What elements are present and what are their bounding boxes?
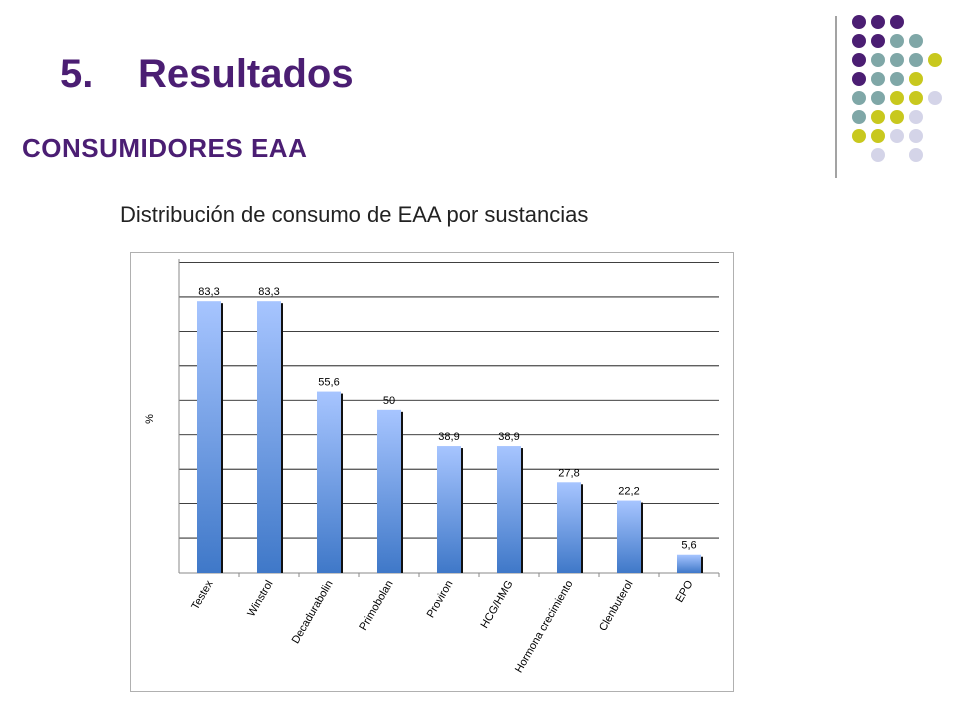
decorative-dot xyxy=(852,91,866,105)
decorative-dot xyxy=(890,91,904,105)
decorative-dot xyxy=(909,72,923,86)
decorative-dot xyxy=(909,110,923,124)
decorative-dot xyxy=(852,110,866,124)
decorative-dot xyxy=(890,72,904,86)
data-label: 55,6 xyxy=(318,377,339,389)
section-number: 5. xyxy=(60,52,94,96)
decorative-dot xyxy=(909,53,923,67)
decorative-dot xyxy=(928,91,942,105)
decorative-dot xyxy=(890,15,904,29)
x-tick-label: Proviron xyxy=(425,579,456,620)
data-label: 50 xyxy=(383,395,395,407)
x-tick-label: Decadurabolin xyxy=(290,579,336,646)
data-label: 83,3 xyxy=(258,286,279,298)
y-axis-label: % xyxy=(144,414,156,424)
data-label: 22,2 xyxy=(618,486,639,498)
decorative-dot xyxy=(871,110,885,124)
decorative-dot xyxy=(852,15,866,29)
x-tick-label: HCG/HMG xyxy=(479,579,516,631)
decorative-dot xyxy=(909,34,923,48)
x-tick-label: Primobolan xyxy=(357,579,395,633)
x-tick-label: Hormona crecimiento xyxy=(513,579,576,676)
bar-chart: % 83,3 Testex 83,3 Winstrol 55,6 Decaduraboli… xyxy=(130,252,734,692)
bar xyxy=(197,301,221,573)
decorative-dot xyxy=(871,53,885,67)
decorative-dot xyxy=(852,53,866,67)
decorative-dot xyxy=(852,72,866,86)
data-label: 38,9 xyxy=(498,431,519,443)
decorative-dot xyxy=(909,129,923,143)
chart-heading: Distribución de consumo de EAA por susta… xyxy=(120,202,589,227)
decorative-dot xyxy=(890,129,904,143)
slide-subtitle: CONSUMIDORES EAA xyxy=(22,133,308,163)
decorative-dot xyxy=(909,91,923,105)
decorative-dot xyxy=(909,148,923,162)
decorative-dot-grid xyxy=(835,15,942,178)
bar xyxy=(377,409,401,573)
decorative-dot xyxy=(890,53,904,67)
bar xyxy=(317,391,341,573)
data-label: 83,3 xyxy=(198,286,219,298)
decorative-dot xyxy=(890,110,904,124)
x-tick-label: Winstrol xyxy=(245,579,275,619)
decorative-dot xyxy=(871,129,885,143)
decorative-dot xyxy=(871,148,885,162)
data-label: 5,6 xyxy=(681,540,696,552)
section-title: Resultados xyxy=(138,52,354,96)
x-tick-label: EPO xyxy=(674,578,696,605)
data-label: 27,8 xyxy=(558,467,579,479)
bar xyxy=(437,446,461,573)
decorative-dot xyxy=(928,53,942,67)
decorative-dot xyxy=(871,91,885,105)
decorative-dot xyxy=(871,72,885,86)
decorative-dot xyxy=(871,34,885,48)
bar xyxy=(677,554,701,573)
decorative-dot xyxy=(871,15,885,29)
data-label: 38,9 xyxy=(438,431,459,443)
bar xyxy=(557,482,581,573)
decorative-dot xyxy=(852,129,866,143)
decorative-dot xyxy=(890,34,904,48)
bar-chart-svg: % 83,3 Testex 83,3 Winstrol 55,6 Decaduraboli… xyxy=(144,259,720,676)
x-tick-label: Clenbuterol xyxy=(597,579,636,634)
bar xyxy=(257,301,281,573)
bar xyxy=(497,446,521,573)
x-tick-label: Testex xyxy=(189,578,216,612)
decorative-dot xyxy=(852,34,866,48)
bar xyxy=(617,500,641,573)
slide-title: 5. Resultados xyxy=(60,52,354,97)
